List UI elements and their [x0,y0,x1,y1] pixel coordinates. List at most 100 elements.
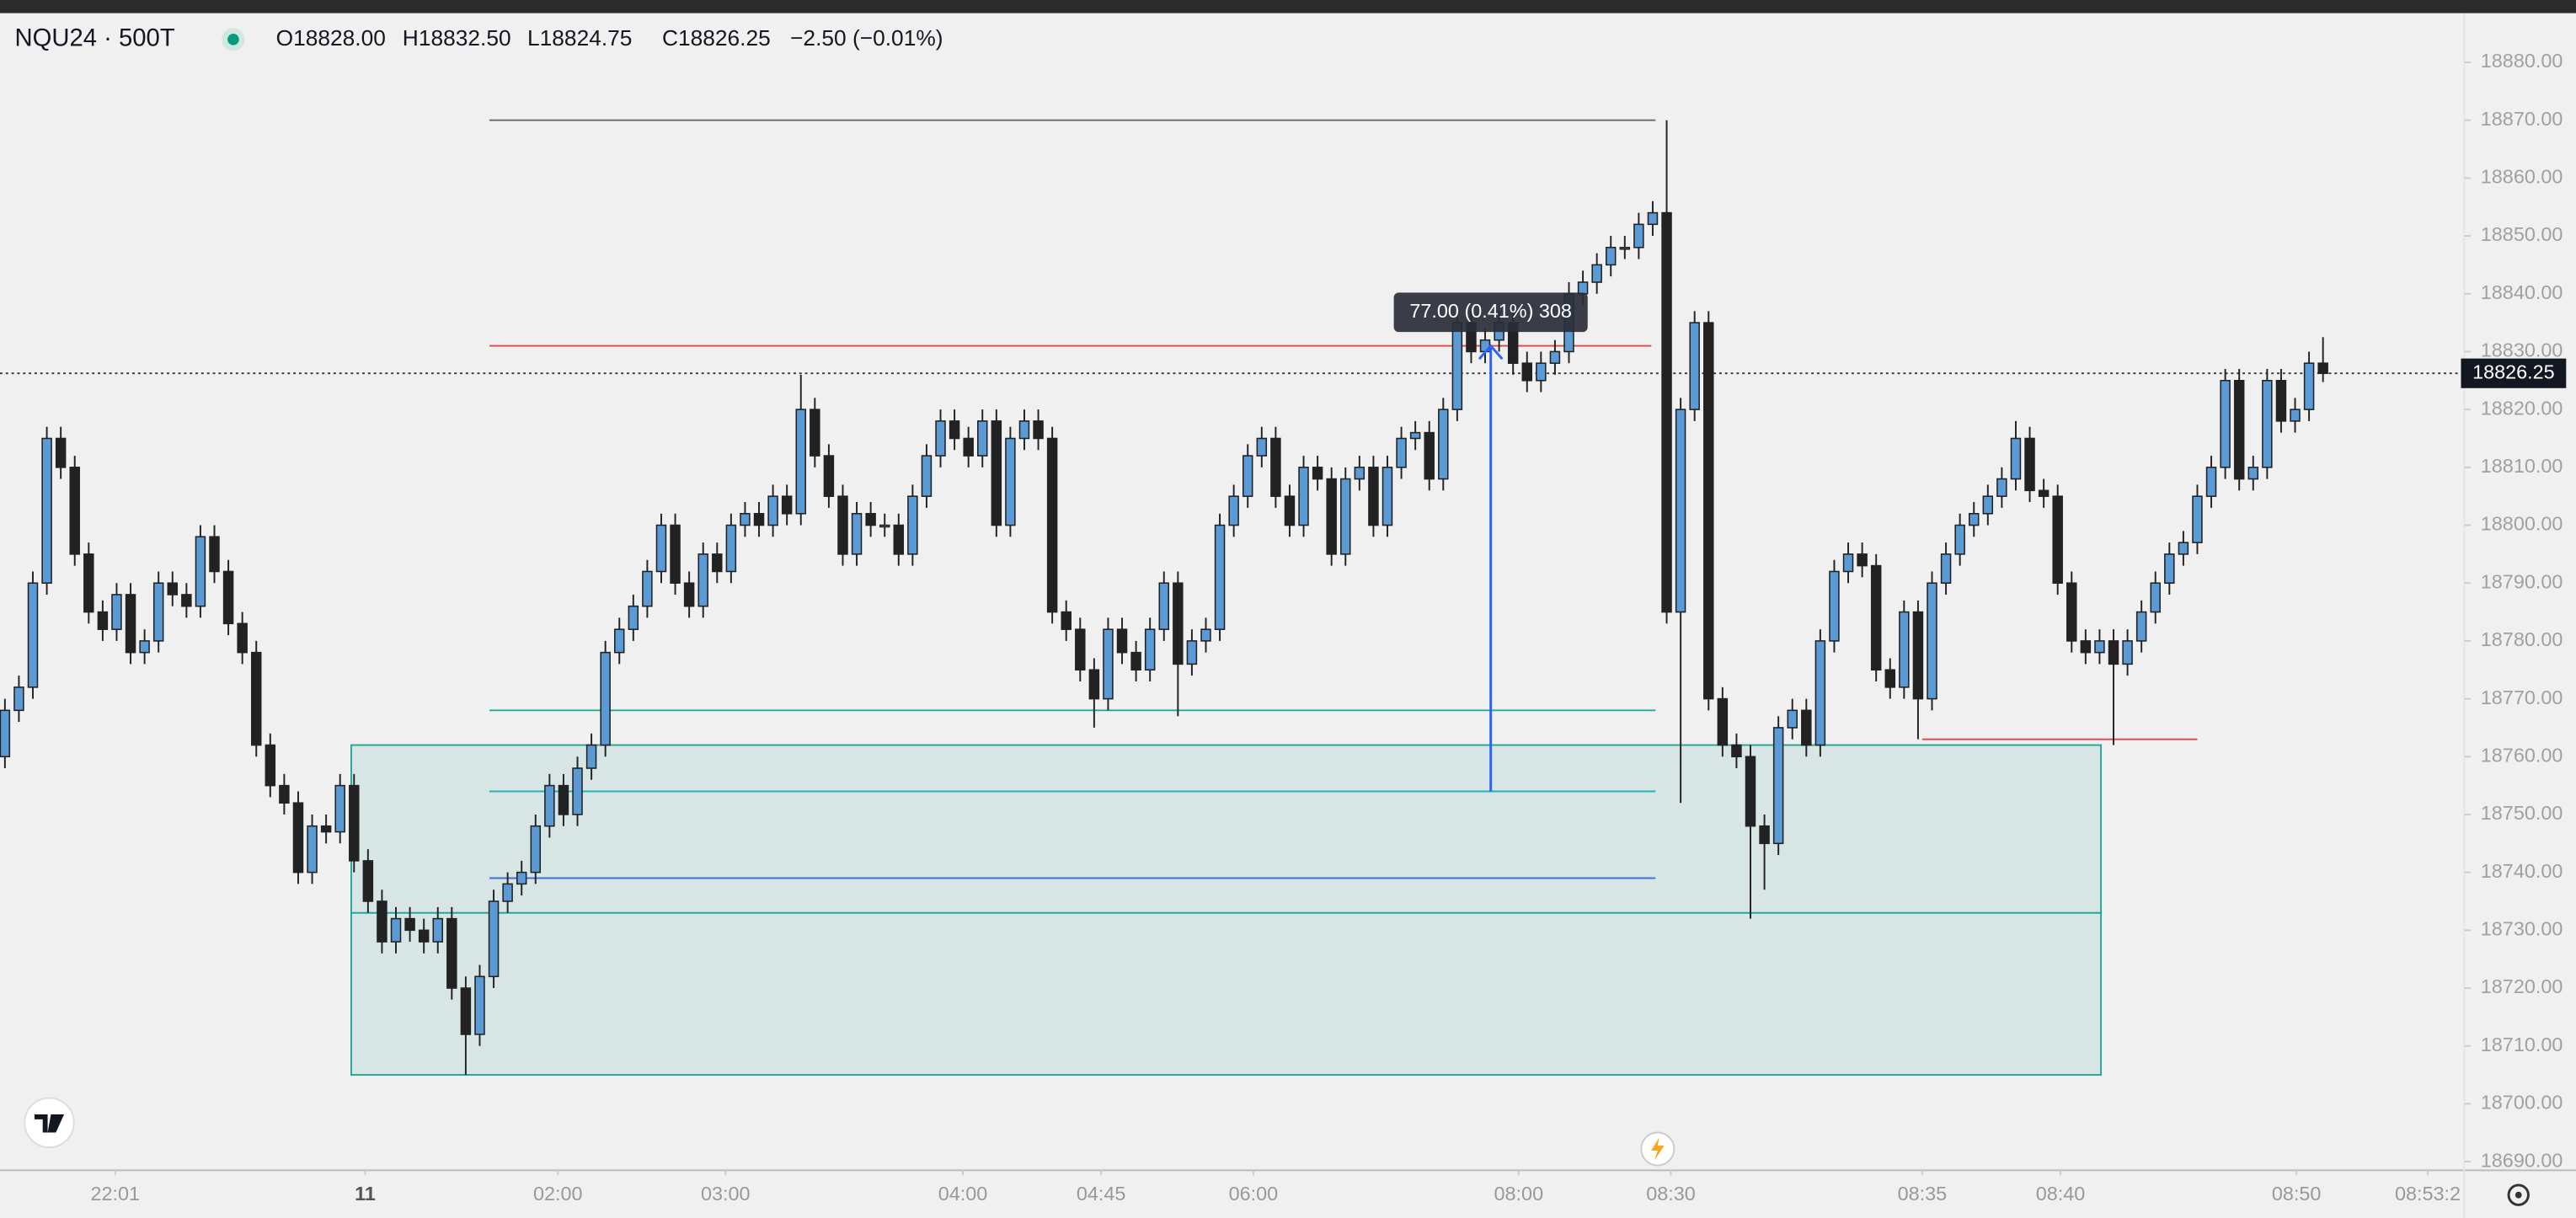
candle-body [41,437,52,584]
candle-body [195,536,206,607]
candle-body [795,409,806,515]
candle-body [446,917,457,989]
candle-body [1731,744,1742,758]
candle-body [1661,211,1672,613]
candle-body [558,784,569,815]
y-tick-label: 18690.00 [2481,1149,2563,1171]
candle-body [1144,628,1156,671]
candle-body [377,900,387,943]
candle-body [488,900,500,978]
candle-body [712,553,723,573]
candle-body [2178,542,2189,555]
candle-body [725,524,737,573]
candle-body [404,917,415,932]
top-bar [0,0,2576,13]
settings[interactable] [2507,1183,2530,1206]
y-tick-label: 18800.00 [2481,513,2563,535]
candle-body [921,455,933,497]
candle-body [1173,582,1184,665]
candle-body [2080,640,2092,654]
measure-label: 77.00 (0.41%) 308 [1409,300,1572,322]
y-tick-label: 18820.00 [2481,397,2563,419]
candle-body [837,495,848,555]
x-tick-label: 04:45 [1077,1183,1126,1205]
candle-body [1368,467,1379,526]
candle-body [530,825,542,873]
gear[interactable] [2507,1183,2530,1206]
candle-body [823,455,835,497]
candle-body [432,917,443,943]
y-tick-label: 18770.00 [2481,686,2563,708]
candle-body [2052,495,2063,584]
y-tick-label: 18850.00 [2481,223,2563,245]
y-tick-label: 18700.00 [2481,1092,2563,1114]
candle-body [655,524,667,573]
candle-body [2247,467,2259,480]
candle-body [2220,380,2231,468]
candle-body [474,975,485,1035]
candle-body [390,917,402,943]
candle-body [334,784,345,833]
lightning[interactable] [1640,1131,1675,1167]
candle-body [2192,495,2203,543]
candle-body [767,495,778,526]
y-tick-label: 18810.00 [2481,455,2563,477]
candle-body [1647,211,1659,226]
x-tick-label: 08:40 [2036,1183,2086,1205]
candle-body [585,744,597,769]
x-tick-label: 08:30 [1646,1183,1696,1205]
y-tick-label: 18780.00 [2481,628,2563,650]
candle-body [292,802,304,873]
candle-body [1354,467,1365,480]
candle-body [1061,611,1072,630]
candle-body [893,524,905,555]
x-tick-label: 22:01 [91,1183,141,1205]
candle-body [1451,322,1463,410]
candle-body [1772,727,1784,845]
candle-body [2275,380,2287,422]
candle-body [1284,495,1296,526]
candle-body [1200,628,1211,642]
candle-body [1228,495,1239,526]
candle-body [1116,628,1128,654]
candle-body [2122,640,2133,665]
candle-body [460,987,472,1035]
y-tick-label: 18750.00 [2481,802,2563,824]
candle-body [1438,409,1449,480]
candle-body [670,524,681,584]
legend-value: −2.50 (−0.01%) [790,25,943,51]
legend-value: C18826.25 [662,25,771,51]
candle-body [628,605,639,630]
y-tick-label: 18730.00 [2481,918,2563,940]
candle-body [125,594,136,654]
candle-body [1884,669,1896,688]
logo-circle[interactable] [24,1097,75,1149]
candle-body [307,825,318,873]
candle-body [1312,467,1323,480]
candle-body [1968,512,1980,526]
candle-body [1787,709,1798,729]
candle-body [1899,611,1910,688]
candle-body [1130,651,1141,671]
y-tick-label: 18860.00 [2481,166,2563,188]
candle-body [1270,437,1281,497]
candle-body [851,512,863,555]
logo[interactable] [24,1097,75,1149]
y-tick-label: 18710.00 [2481,1034,2563,1055]
candle-body [1536,362,1547,382]
candle-body [1619,247,1631,250]
candle-body [1046,437,1058,613]
candle-body [1982,495,1994,515]
x-tick-label: 08:50 [2272,1183,2322,1205]
candle-body [27,582,39,688]
candle-body [167,582,179,596]
candle-body [810,409,820,457]
candle-body [1605,247,1617,266]
candle-body [1075,628,1086,671]
candle-body [1186,640,1198,665]
candle-body [1424,431,1435,480]
candle-body [139,640,150,654]
